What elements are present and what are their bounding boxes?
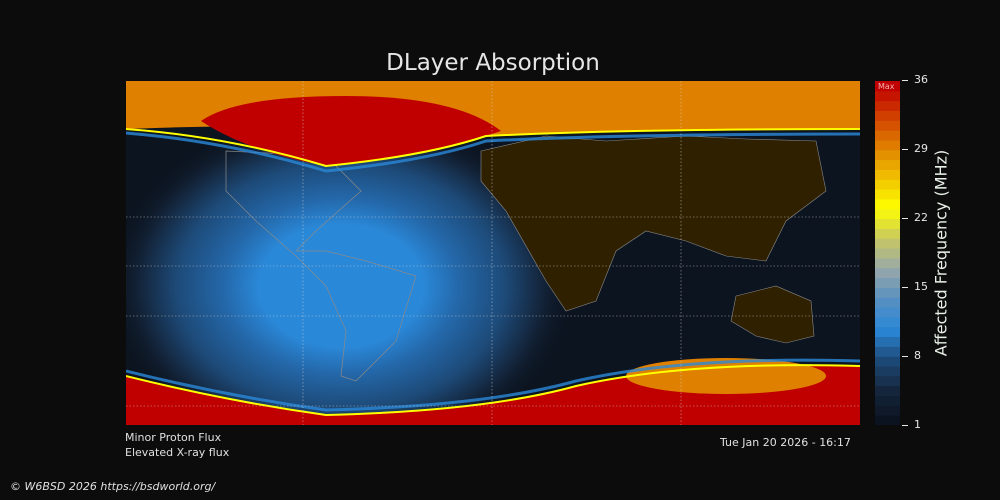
colorbar-segment	[875, 385, 900, 397]
colorbar-segment	[875, 277, 900, 288]
colorbar-segment	[875, 375, 900, 387]
land-australia	[730, 285, 815, 344]
colorbar-label: Affected Frequency (MHz)	[931, 149, 951, 357]
colorbar-segment	[875, 356, 900, 367]
xray-flux-status: Elevated X-ray flux	[125, 446, 230, 459]
absorption-map	[126, 81, 860, 425]
colorbar-segment	[875, 169, 900, 180]
colorbar-segment	[875, 366, 900, 377]
colorbar-segment	[875, 248, 900, 259]
colorbar-segment	[875, 100, 900, 111]
colorbar-tick: 15	[902, 280, 928, 293]
copyright-footer: © W6BSD 2026 https://bsdworld.org/	[10, 480, 216, 493]
colorbar-segment	[875, 405, 900, 416]
colorbar-segment	[875, 120, 900, 131]
colorbar-segment	[875, 110, 900, 121]
colorbar-segment	[875, 267, 900, 279]
colorbar-tick: 8	[902, 349, 921, 362]
colorbar-segment	[875, 218, 900, 229]
colorbar	[875, 81, 900, 425]
colorbar-segment	[875, 336, 900, 347]
colorbar-segment	[875, 149, 900, 161]
colorbar-segment	[875, 179, 900, 190]
colorbar-segment	[875, 228, 900, 239]
colorbar-segment	[875, 90, 900, 102]
colorbar-tick: 22	[902, 211, 928, 224]
colorbar-segment	[875, 81, 900, 92]
land-americas	[225, 150, 417, 382]
south-blue-edge	[126, 358, 860, 412]
colorbar-tick: 36	[902, 73, 928, 86]
colorbar-segment	[875, 316, 900, 328]
south-edge	[126, 364, 860, 417]
north-blue-edge	[126, 131, 860, 173]
colorbar-max-label: Max	[878, 82, 895, 91]
colorbar-segment	[875, 415, 900, 425]
daylight-zone	[126, 111, 576, 425]
colorbar-segment	[875, 208, 900, 220]
colorbar-segment	[875, 346, 900, 357]
timestamp: Tue Jan 20 2026 - 16:17	[720, 436, 851, 449]
colorbar-segment	[875, 287, 900, 298]
colorbar-segment	[875, 307, 900, 318]
gridlines	[126, 81, 860, 425]
colorbar-segment	[875, 189, 900, 200]
north-red-zone	[201, 96, 501, 166]
colorbar-segment	[875, 395, 900, 406]
colorbar-segment	[875, 238, 900, 249]
colorbar-segment	[875, 326, 900, 338]
chart-title: DLayer Absorption	[386, 50, 600, 76]
colorbar-segment	[875, 198, 900, 210]
colorbar-segment	[875, 159, 900, 170]
colorbar-segment	[875, 257, 900, 269]
colorbar-segment	[875, 139, 900, 151]
colorbar-segment	[875, 297, 900, 308]
north-edge	[126, 128, 860, 168]
proton-flux-status: Minor Proton Flux	[125, 431, 222, 444]
colorbar-tick: 29	[902, 142, 928, 155]
colorbar-tick: 1	[902, 418, 921, 431]
colorbar-segment	[875, 130, 900, 141]
